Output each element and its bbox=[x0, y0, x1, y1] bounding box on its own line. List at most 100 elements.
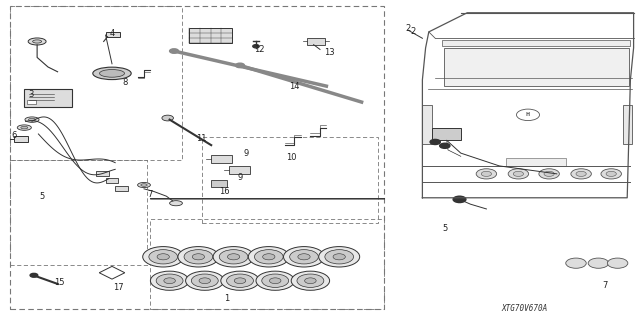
Circle shape bbox=[157, 254, 170, 260]
Bar bbox=[10, 6, 182, 160]
Circle shape bbox=[566, 258, 586, 268]
Text: 9: 9 bbox=[237, 173, 243, 182]
Bar bbox=[506, 158, 566, 166]
Circle shape bbox=[325, 250, 353, 264]
Circle shape bbox=[234, 278, 246, 284]
Text: 12: 12 bbox=[254, 45, 264, 54]
Text: 2: 2 bbox=[410, 27, 415, 36]
Ellipse shape bbox=[20, 126, 28, 129]
Circle shape bbox=[601, 169, 621, 179]
Ellipse shape bbox=[93, 67, 131, 80]
Bar bbox=[106, 32, 120, 37]
Text: 9: 9 bbox=[244, 149, 249, 158]
Text: 8: 8 bbox=[122, 78, 127, 87]
Circle shape bbox=[143, 247, 184, 267]
Circle shape bbox=[607, 258, 628, 268]
Ellipse shape bbox=[170, 201, 182, 206]
Ellipse shape bbox=[33, 40, 42, 43]
Bar bbox=[14, 136, 28, 142]
Text: 11: 11 bbox=[196, 134, 207, 143]
Circle shape bbox=[453, 196, 466, 203]
Circle shape bbox=[186, 271, 224, 290]
Bar bbox=[150, 219, 384, 309]
Text: 16: 16 bbox=[219, 187, 229, 196]
Circle shape bbox=[319, 247, 360, 267]
Text: 7: 7 bbox=[602, 281, 607, 290]
Circle shape bbox=[30, 273, 38, 277]
Ellipse shape bbox=[141, 184, 147, 186]
Bar bbox=[202, 137, 378, 223]
Ellipse shape bbox=[25, 117, 39, 122]
Ellipse shape bbox=[100, 70, 124, 77]
Circle shape bbox=[333, 254, 346, 260]
Circle shape bbox=[481, 171, 492, 176]
Circle shape bbox=[199, 278, 211, 284]
Bar bbox=[432, 128, 461, 140]
Ellipse shape bbox=[17, 125, 31, 130]
Circle shape bbox=[178, 247, 219, 267]
Text: 2: 2 bbox=[406, 24, 411, 33]
Circle shape bbox=[476, 169, 497, 179]
Bar bbox=[24, 89, 72, 107]
Bar bbox=[229, 166, 250, 174]
Circle shape bbox=[164, 278, 175, 284]
Circle shape bbox=[191, 274, 218, 287]
Bar bbox=[189, 28, 232, 43]
Circle shape bbox=[298, 254, 310, 260]
Text: 14: 14 bbox=[289, 82, 300, 91]
Circle shape bbox=[290, 250, 318, 264]
Circle shape bbox=[156, 274, 183, 287]
Text: 15: 15 bbox=[54, 278, 64, 287]
Bar bbox=[115, 186, 128, 191]
Circle shape bbox=[262, 274, 289, 287]
Text: 5: 5 bbox=[39, 192, 44, 201]
Text: 4: 4 bbox=[109, 29, 115, 38]
Circle shape bbox=[170, 49, 179, 53]
Circle shape bbox=[544, 171, 554, 176]
Circle shape bbox=[588, 258, 609, 268]
Circle shape bbox=[256, 271, 294, 290]
Text: 3: 3 bbox=[28, 90, 33, 99]
Circle shape bbox=[220, 250, 248, 264]
Text: 7: 7 bbox=[148, 190, 153, 199]
Bar bbox=[211, 180, 227, 187]
Circle shape bbox=[162, 115, 173, 121]
Circle shape bbox=[192, 254, 205, 260]
Circle shape bbox=[227, 274, 253, 287]
Ellipse shape bbox=[28, 38, 46, 45]
Bar bbox=[10, 160, 147, 265]
Bar bbox=[623, 105, 632, 144]
Text: 1: 1 bbox=[225, 294, 230, 303]
Ellipse shape bbox=[138, 182, 150, 188]
Circle shape bbox=[269, 278, 281, 284]
Text: 6: 6 bbox=[12, 131, 17, 140]
Circle shape bbox=[227, 254, 240, 260]
Circle shape bbox=[236, 63, 244, 68]
Circle shape bbox=[149, 250, 177, 264]
Circle shape bbox=[184, 250, 212, 264]
Circle shape bbox=[539, 169, 559, 179]
Circle shape bbox=[150, 271, 189, 290]
Bar bbox=[307, 38, 325, 45]
Bar bbox=[106, 178, 118, 183]
Circle shape bbox=[253, 45, 259, 48]
Circle shape bbox=[440, 143, 450, 148]
Bar bbox=[211, 155, 232, 163]
Circle shape bbox=[213, 247, 254, 267]
Bar bbox=[27, 100, 36, 104]
Text: H: H bbox=[526, 112, 530, 117]
Bar bbox=[10, 6, 384, 309]
Circle shape bbox=[297, 274, 324, 287]
Text: 10: 10 bbox=[286, 153, 296, 162]
Circle shape bbox=[305, 278, 316, 284]
Circle shape bbox=[606, 171, 616, 176]
Ellipse shape bbox=[29, 118, 35, 121]
Circle shape bbox=[221, 271, 259, 290]
Text: 5: 5 bbox=[442, 224, 447, 233]
Circle shape bbox=[508, 169, 529, 179]
Circle shape bbox=[255, 250, 283, 264]
Circle shape bbox=[576, 171, 586, 176]
Circle shape bbox=[571, 169, 591, 179]
Circle shape bbox=[262, 254, 275, 260]
Polygon shape bbox=[444, 48, 629, 86]
